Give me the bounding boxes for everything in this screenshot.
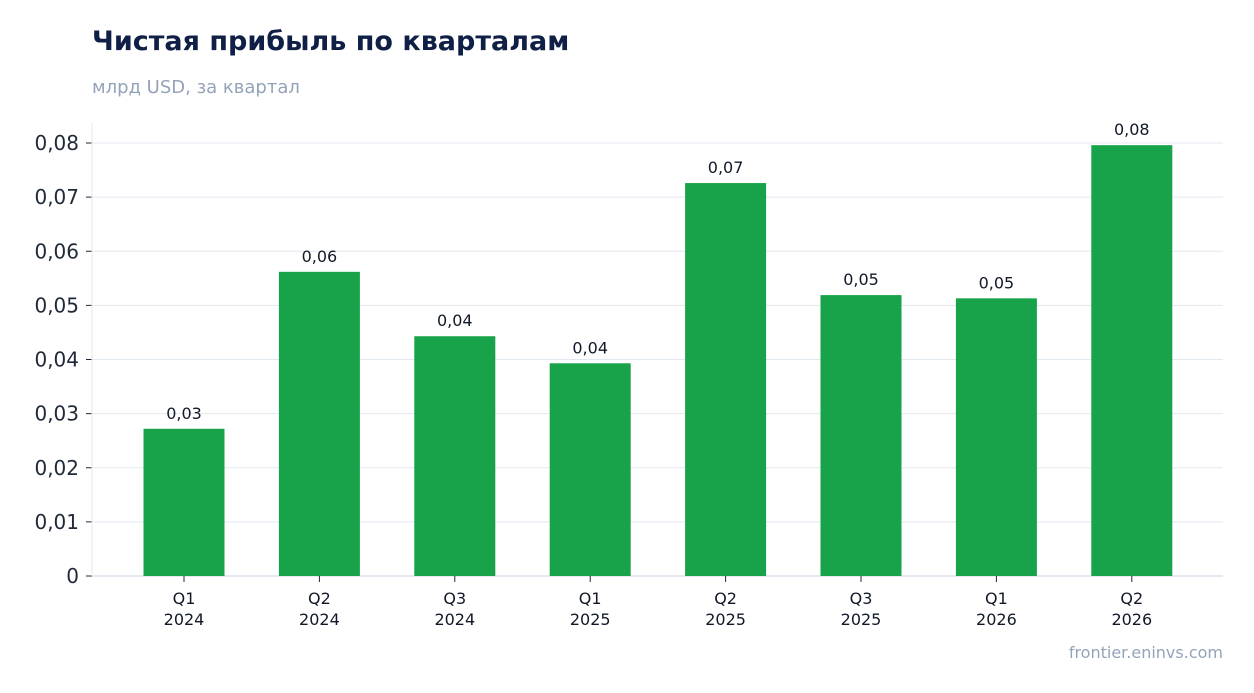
bar: [685, 183, 767, 577]
y-tick-label: 0,04: [34, 348, 79, 372]
bar: [278, 271, 360, 576]
x-tick-label-quarter: Q2: [1120, 589, 1143, 608]
labels: 0,03 Q1 2024 0,06 Q2 2024 0,04 Q3 2024 0,04 Q1 2025…: [164, 120, 1153, 629]
data-label: 0,04: [437, 311, 473, 330]
x-tick-label-year: 2025: [570, 610, 611, 629]
data-label: 0,03: [166, 404, 202, 423]
x-tick-label-year: 2024: [434, 610, 475, 629]
x-tick-label-year: 2026: [1111, 610, 1152, 629]
y-tick-label: 0,08: [34, 131, 79, 155]
y-tick-label: 0,03: [34, 402, 79, 426]
data-label: 0,07: [708, 158, 744, 177]
x-tick-label-year: 2026: [976, 610, 1017, 629]
bar: [414, 336, 496, 576]
data-label: 0,08: [1114, 120, 1150, 139]
x-tick-label-quarter: Q2: [308, 589, 331, 608]
bar: [549, 363, 631, 576]
x-tick-label-year: 2024: [299, 610, 340, 629]
bar: [1091, 145, 1173, 577]
y-tick-label: 0,07: [34, 185, 79, 209]
data-label: 0,05: [843, 270, 879, 289]
data-label: 0,06: [302, 247, 338, 266]
bars: [143, 145, 1173, 577]
bar: [955, 298, 1037, 576]
x-tick-label-quarter: Q1: [173, 589, 196, 608]
data-label: 0,05: [979, 273, 1015, 292]
x-tick-label-quarter: Q3: [850, 589, 873, 608]
x-tick-label-quarter: Q2: [714, 589, 737, 608]
x-tick-label-quarter: Q1: [579, 589, 602, 608]
axes: 0 0,01 0,02 0,03 0,04 0,05 0,06 0,07 0,08: [34, 123, 1223, 588]
bar: [143, 428, 225, 576]
x-tick-label-quarter: Q1: [985, 589, 1008, 608]
x-tick-label-quarter: Q3: [443, 589, 466, 608]
y-tick-label: 0: [66, 564, 79, 588]
y-tick-label: 0,02: [34, 456, 79, 480]
y-tick-label: 0,06: [34, 239, 79, 263]
x-tick-label-year: 2024: [164, 610, 205, 629]
source-watermark: frontier.eninvs.com: [1068, 643, 1223, 662]
y-tick-label: 0,01: [34, 510, 79, 534]
x-tick-label-year: 2025: [705, 610, 746, 629]
chart-title: Чистая прибыль по кварталам: [92, 26, 570, 57]
y-tick-label: 0,05: [34, 293, 79, 317]
chart-subtitle: млрд USD, за квартал: [92, 77, 300, 98]
gridlines: [92, 142, 1223, 523]
bar: [820, 295, 902, 576]
data-label: 0,04: [572, 338, 608, 357]
x-tick-label-year: 2025: [841, 610, 882, 629]
